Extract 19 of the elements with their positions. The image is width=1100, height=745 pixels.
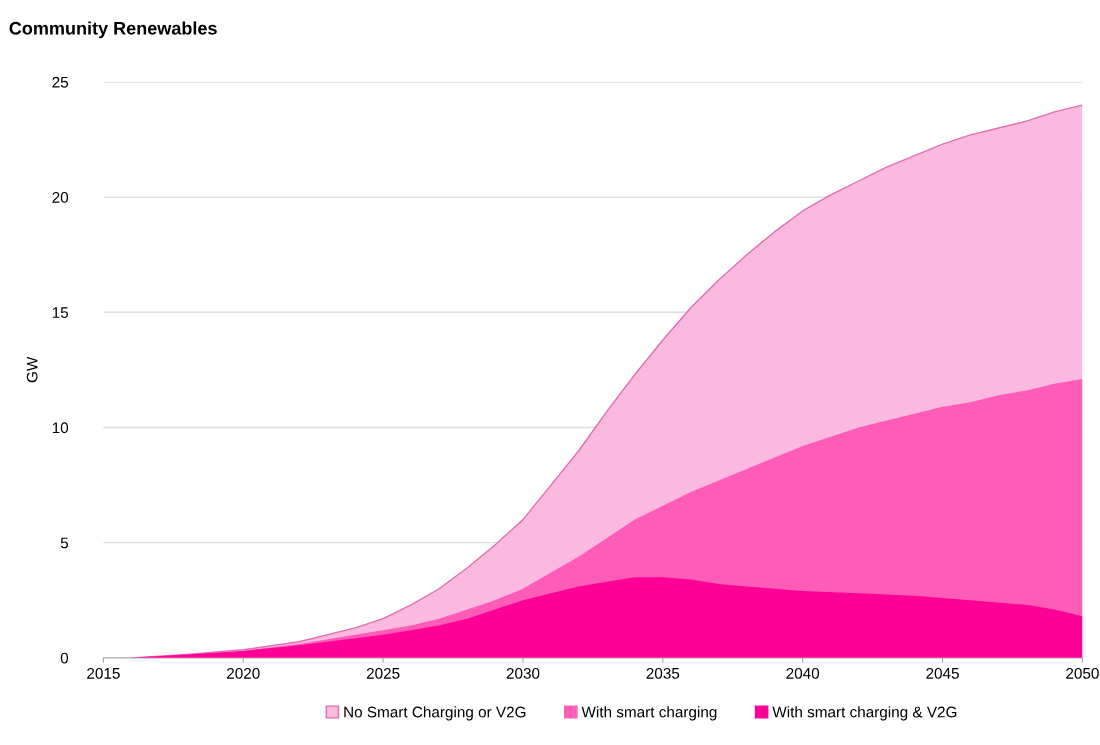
x-tick-label: 2025 (366, 667, 400, 679)
legend-label: No Smart Charging or V2G (344, 706, 526, 721)
chart-title: Community Renewables (9, 21, 217, 39)
x-tick-label: 2030 (506, 667, 540, 679)
x-tick-label: 2020 (227, 667, 260, 679)
legend-label: With smart charging (581, 706, 717, 721)
x-tick-label: 2035 (646, 667, 680, 679)
y-tick-label: 15 (52, 307, 69, 318)
x-tick-label: 2050 (1066, 667, 1099, 679)
x-tick-label: 2040 (786, 667, 820, 679)
y-tick-label: 10 (52, 422, 69, 434)
legend-label: With smart charging & V2G (772, 706, 957, 721)
y-tick-label: 20 (52, 191, 69, 203)
x-tick-label: 2045 (926, 667, 959, 679)
y-tick-label: 25 (52, 76, 69, 88)
x-tick-label: 2015 (87, 667, 120, 679)
y-axis-title: GW (26, 356, 38, 383)
y-tick-label: 0 (60, 652, 69, 664)
y-tick-label: 5 (60, 537, 69, 549)
